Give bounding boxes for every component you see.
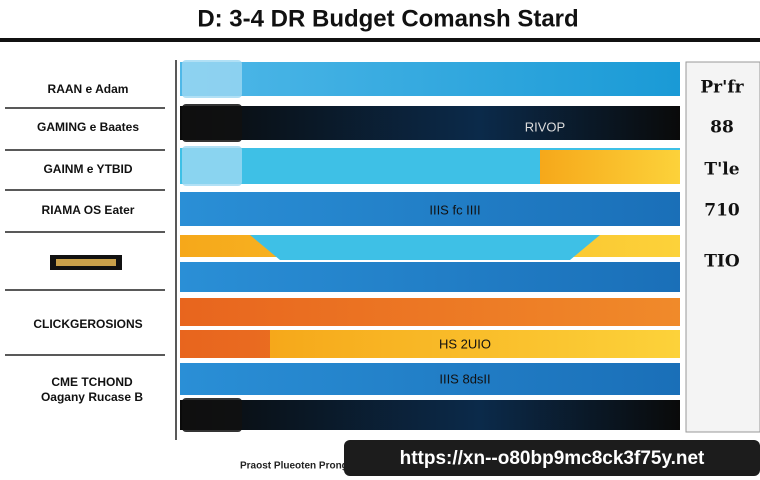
band-labels: RIVOP IIIS fc IIII HS 2UIO IIIS 8dsII <box>429 119 565 386</box>
row-label: CLICKGEROSIONS <box>33 317 142 331</box>
url-badge <box>344 440 760 476</box>
right-label: 710 <box>704 201 740 221</box>
chip-pins <box>56 259 116 266</box>
row-label: Oagany Rucase B <box>41 390 143 404</box>
header-bg <box>0 0 760 40</box>
left-labels: RAAN e Adam GAMING e Baates GAINM e YTBI… <box>33 82 143 404</box>
row-label: CME TCHOND <box>51 375 133 389</box>
right-panel <box>685 61 760 433</box>
band-label: HS 2UIO <box>439 336 491 351</box>
footer-text: Praost Plueoten Prongy <box>240 461 354 472</box>
row-label: RIAMA OS Eater <box>42 203 135 217</box>
row-label: GAINM e YTBID <box>43 162 132 176</box>
right-label: Pr'fr <box>700 78 744 98</box>
left-rules <box>5 60 177 440</box>
row-label: GAMING e Baates <box>37 120 139 134</box>
title: D: 3-4 DR Budget Comansh Stard <box>197 5 578 32</box>
right-label: T'le <box>704 160 739 180</box>
right-label: TIO <box>704 252 740 272</box>
url: https://xn--o80bp9mc8ck3f75y.net <box>400 448 705 469</box>
row-label: RAAN e Adam <box>48 82 129 96</box>
stripes <box>180 60 680 432</box>
right-labels: Pr'fr 88 T'le 710 TIO <box>700 78 744 272</box>
band-label: IIIS 8dsII <box>439 371 490 386</box>
band-label: IIIS fc IIII <box>429 202 480 217</box>
band-label: RIVOP <box>525 119 565 134</box>
header-rule <box>0 38 760 42</box>
right-label: 88 <box>710 118 734 138</box>
